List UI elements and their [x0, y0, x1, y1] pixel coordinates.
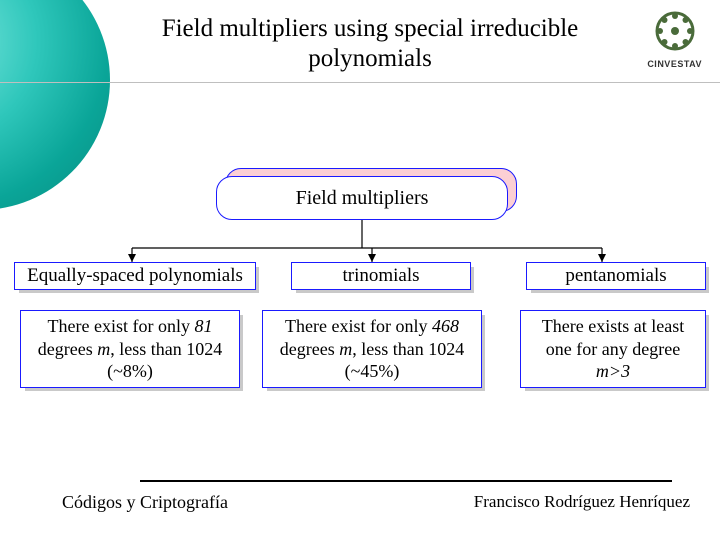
- description-row: There exist for only 81 degrees m, less …: [0, 310, 720, 388]
- logo-label: CINVESTAV: [647, 59, 702, 69]
- desc-equally-spaced: There exist for only 81 degrees m, less …: [20, 310, 240, 388]
- desc-text: There exist for only 468 degrees m, less…: [280, 316, 464, 381]
- title-line-1: Field multipliers using special irreduci…: [162, 15, 579, 42]
- decorative-circle: [0, 0, 110, 210]
- category-label: Equally-spaced polynomials: [27, 265, 243, 286]
- desc-text: There exist for only 81 degrees m, less …: [38, 316, 222, 381]
- desc-text: There exists at least one for any degree…: [542, 316, 684, 381]
- category-label: trinomials: [342, 265, 419, 286]
- footer-left-text: Códigos y Criptografía: [62, 492, 228, 513]
- category-label: pentanomials: [565, 265, 666, 286]
- title-line-2: polynomials: [308, 45, 432, 72]
- footer-divider: [140, 480, 672, 482]
- category-equally-spaced: Equally-spaced polynomials: [14, 262, 256, 290]
- category-trinomials: trinomials: [291, 262, 471, 290]
- category-pentanomials: pentanomials: [526, 262, 706, 290]
- root-node: Field multipliers: [216, 176, 508, 220]
- desc-pentanomials: There exists at least one for any degree…: [520, 310, 706, 388]
- logo-icon: [654, 10, 696, 52]
- category-row: Equally-spaced polynomials trinomials pe…: [0, 262, 720, 290]
- cinvestav-logo: CINVESTAV: [647, 10, 702, 69]
- slide-title: Field multipliers using special irreduci…: [120, 14, 620, 74]
- root-label: Field multipliers: [296, 187, 429, 210]
- title-underline: [0, 82, 720, 83]
- footer-right-text: Francisco Rodríguez Henríquez: [474, 492, 690, 512]
- desc-trinomials: There exist for only 468 degrees m, less…: [262, 310, 482, 388]
